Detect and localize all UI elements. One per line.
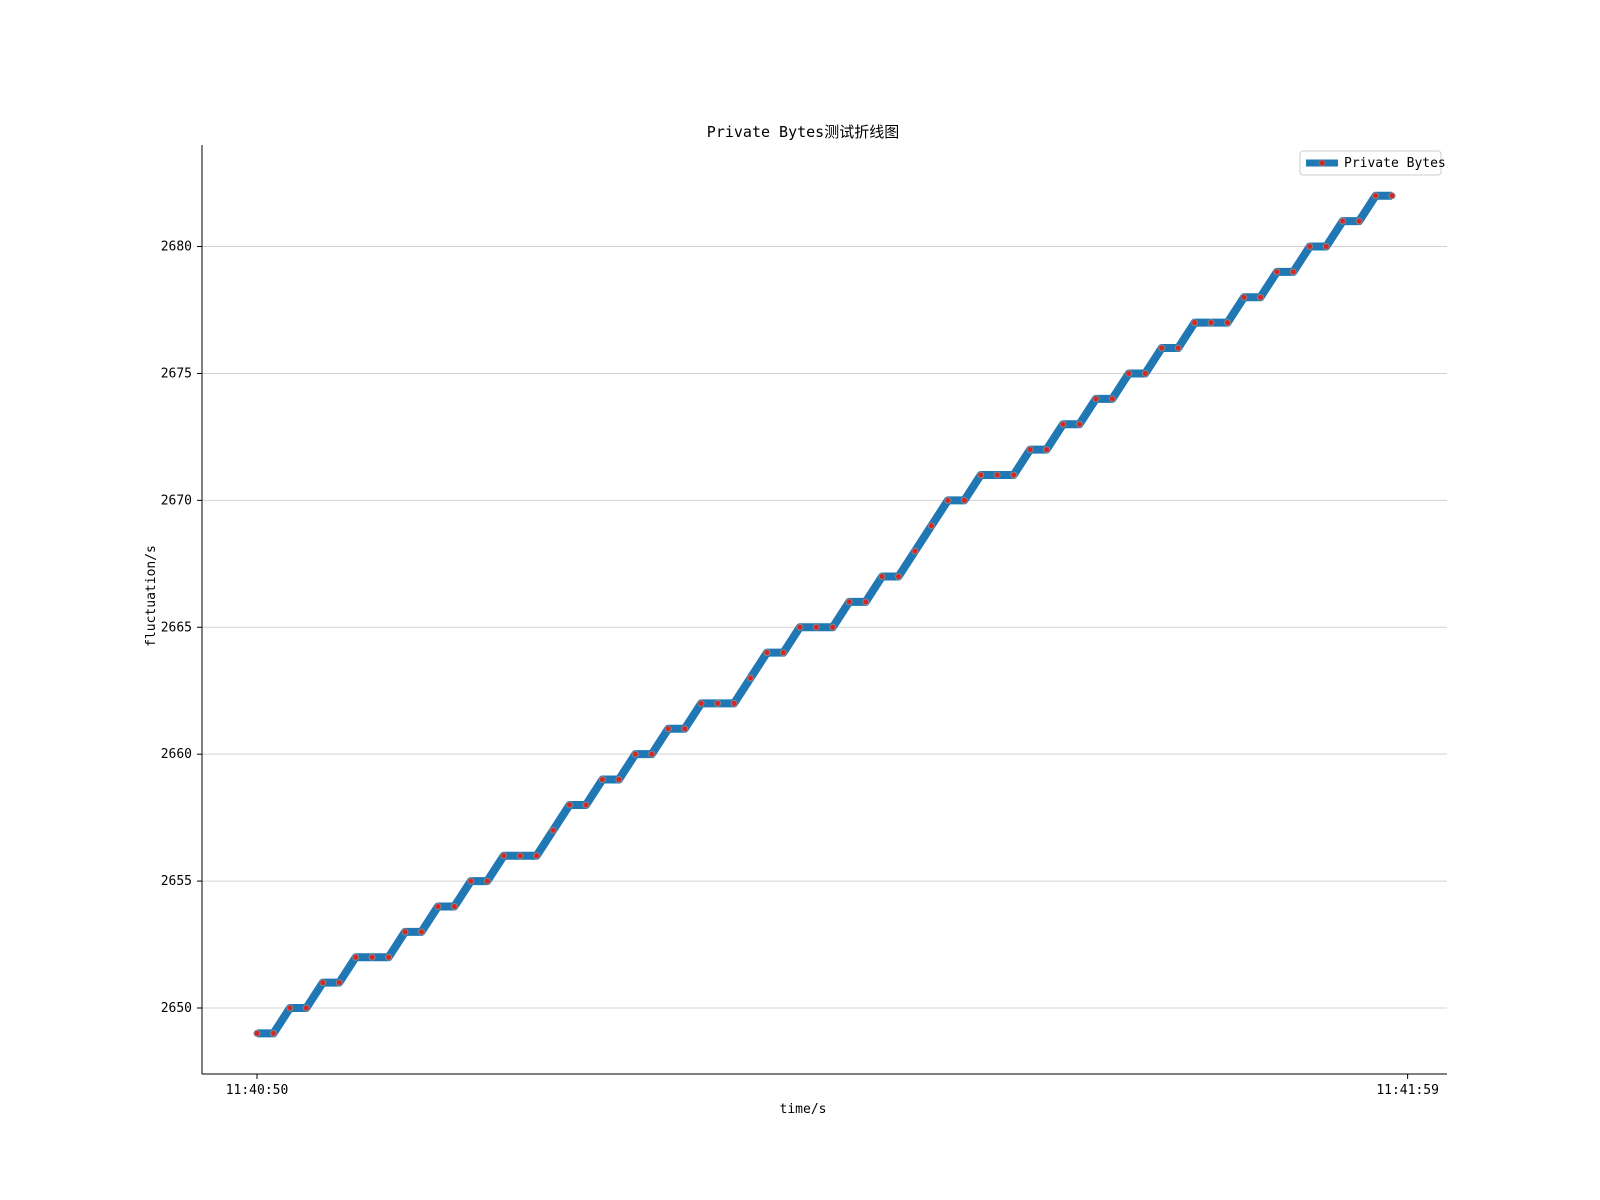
data-point-9 bbox=[401, 928, 409, 936]
data-point-65 bbox=[1322, 243, 1330, 251]
data-point-58 bbox=[1207, 319, 1215, 327]
data-point-10 bbox=[417, 928, 425, 936]
data-point-17 bbox=[533, 852, 541, 860]
data-point-35 bbox=[829, 623, 837, 631]
legend: Private Bytes bbox=[1299, 150, 1446, 176]
data-point-15 bbox=[500, 852, 508, 860]
data-point-2 bbox=[286, 1004, 294, 1012]
data-point-36 bbox=[845, 598, 853, 606]
data-point-29 bbox=[730, 699, 738, 707]
data-point-12 bbox=[450, 902, 458, 910]
y-tick-label-2660: 2660 bbox=[161, 747, 192, 762]
y-tick-label-2670: 2670 bbox=[161, 493, 192, 508]
data-point-61 bbox=[1256, 293, 1264, 301]
data-point-21 bbox=[598, 776, 606, 784]
data-point-23 bbox=[631, 750, 639, 758]
data-point-44 bbox=[977, 471, 985, 479]
data-point-37 bbox=[862, 598, 870, 606]
data-point-66 bbox=[1339, 217, 1347, 225]
data-point-27 bbox=[697, 699, 705, 707]
data-point-39 bbox=[895, 573, 903, 580]
data-point-13 bbox=[467, 877, 475, 885]
data-point-59 bbox=[1224, 319, 1232, 327]
legend-entry-private-bytes: Private Bytes bbox=[1344, 156, 1446, 171]
data-point-48 bbox=[1043, 446, 1051, 454]
y-tick-label-2650: 2650 bbox=[161, 1001, 192, 1016]
data-point-55 bbox=[1158, 344, 1166, 352]
data-point-28 bbox=[714, 699, 722, 707]
data-point-19 bbox=[566, 801, 574, 809]
data-point-64 bbox=[1306, 243, 1314, 251]
x-axis-ticks: 11:40:50 11:41:59 bbox=[226, 1074, 1439, 1098]
data-point-53 bbox=[1125, 369, 1133, 377]
legend-marker-swatch bbox=[1318, 159, 1326, 167]
data-point-45 bbox=[993, 471, 1001, 479]
axes bbox=[201, 145, 1447, 1075]
grid-lines bbox=[202, 246, 1447, 1009]
y-axis-ticks: 2650 2655 2660 2665 2670 2675 2680 bbox=[161, 240, 202, 1016]
y-tick-label-2665: 2665 bbox=[161, 620, 192, 635]
data-point-18 bbox=[549, 826, 557, 834]
data-point-1 bbox=[269, 1029, 277, 1037]
data-point-69 bbox=[1388, 192, 1396, 200]
y-tick-label-2655: 2655 bbox=[161, 874, 192, 889]
x-axis-label: time/s bbox=[780, 1102, 827, 1117]
data-point-41 bbox=[927, 522, 935, 530]
data-point-47 bbox=[1026, 446, 1034, 454]
data-point-14 bbox=[483, 877, 491, 885]
series-group bbox=[253, 191, 1396, 1038]
data-point-6 bbox=[352, 953, 360, 961]
data-point-38 bbox=[878, 573, 886, 580]
data-point-33 bbox=[796, 623, 804, 631]
data-point-40 bbox=[911, 547, 919, 555]
data-point-68 bbox=[1372, 192, 1380, 200]
data-point-46 bbox=[1010, 471, 1018, 479]
data-point-30 bbox=[746, 674, 754, 682]
y-axis-label: fluctuation/s bbox=[144, 545, 159, 647]
data-point-7 bbox=[368, 953, 376, 961]
series-line-private-bytes bbox=[257, 191, 1392, 1038]
legend-box bbox=[1299, 150, 1442, 176]
data-point-4 bbox=[319, 979, 327, 987]
data-point-3 bbox=[302, 1004, 310, 1012]
data-point-26 bbox=[681, 725, 689, 733]
x-tick-label-1: 11:41:59 bbox=[1376, 1083, 1439, 1098]
data-point-56 bbox=[1174, 344, 1182, 352]
data-point-11 bbox=[434, 902, 442, 910]
data-point-8 bbox=[385, 953, 393, 961]
data-point-31 bbox=[763, 649, 771, 657]
data-point-51 bbox=[1092, 395, 1100, 403]
data-point-67 bbox=[1355, 217, 1363, 225]
data-point-24 bbox=[648, 750, 656, 758]
data-point-57 bbox=[1191, 319, 1199, 327]
data-point-32 bbox=[779, 649, 787, 657]
data-point-42 bbox=[944, 496, 952, 504]
data-point-22 bbox=[615, 776, 623, 784]
data-point-5 bbox=[335, 979, 343, 987]
data-point-52 bbox=[1108, 395, 1116, 403]
data-point-63 bbox=[1289, 268, 1297, 276]
data-point-20 bbox=[582, 801, 590, 809]
data-point-16 bbox=[516, 852, 524, 860]
data-point-0 bbox=[253, 1029, 261, 1037]
data-point-49 bbox=[1059, 420, 1067, 428]
data-point-43 bbox=[960, 496, 968, 504]
data-point-62 bbox=[1273, 268, 1281, 276]
data-point-50 bbox=[1075, 420, 1083, 428]
data-point-54 bbox=[1141, 369, 1149, 377]
data-point-34 bbox=[812, 623, 820, 631]
y-tick-label-2680: 2680 bbox=[161, 240, 192, 255]
data-point-60 bbox=[1240, 293, 1248, 301]
y-tick-label-2675: 2675 bbox=[161, 366, 192, 381]
data-point-25 bbox=[664, 725, 672, 733]
x-tick-label-0: 11:40:50 bbox=[226, 1083, 289, 1098]
chart-title: Private Bytes测试折线图 bbox=[707, 123, 899, 141]
